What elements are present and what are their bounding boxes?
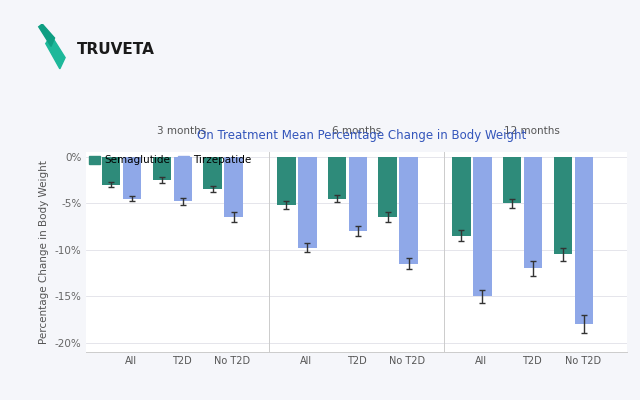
- Bar: [277, 157, 296, 205]
- Bar: [473, 157, 492, 296]
- Bar: [399, 157, 418, 264]
- Bar: [225, 157, 243, 217]
- Bar: [102, 157, 120, 184]
- Text: TRUVETA: TRUVETA: [77, 42, 155, 58]
- Bar: [503, 157, 522, 203]
- Bar: [152, 157, 171, 180]
- Bar: [524, 157, 543, 268]
- Bar: [575, 157, 593, 324]
- Bar: [349, 157, 367, 231]
- Text: 6 months: 6 months: [332, 126, 381, 136]
- Bar: [298, 157, 317, 248]
- Bar: [328, 157, 346, 198]
- Text: 3 months: 3 months: [157, 126, 206, 136]
- Bar: [452, 157, 470, 236]
- Text: On Treatment Mean Percentage Change in Body Weight: On Treatment Mean Percentage Change in B…: [197, 129, 526, 142]
- Legend: Semaglutide, Tirzepatide: Semaglutide, Tirzepatide: [85, 151, 255, 170]
- Bar: [554, 157, 572, 254]
- Bar: [204, 157, 222, 189]
- Y-axis label: Percentage Change in Body Weight: Percentage Change in Body Weight: [39, 160, 49, 344]
- Text: 12 months: 12 months: [504, 126, 560, 136]
- Bar: [378, 157, 397, 217]
- Polygon shape: [39, 24, 54, 46]
- Polygon shape: [46, 35, 65, 69]
- Bar: [173, 157, 192, 201]
- Bar: [123, 157, 141, 198]
